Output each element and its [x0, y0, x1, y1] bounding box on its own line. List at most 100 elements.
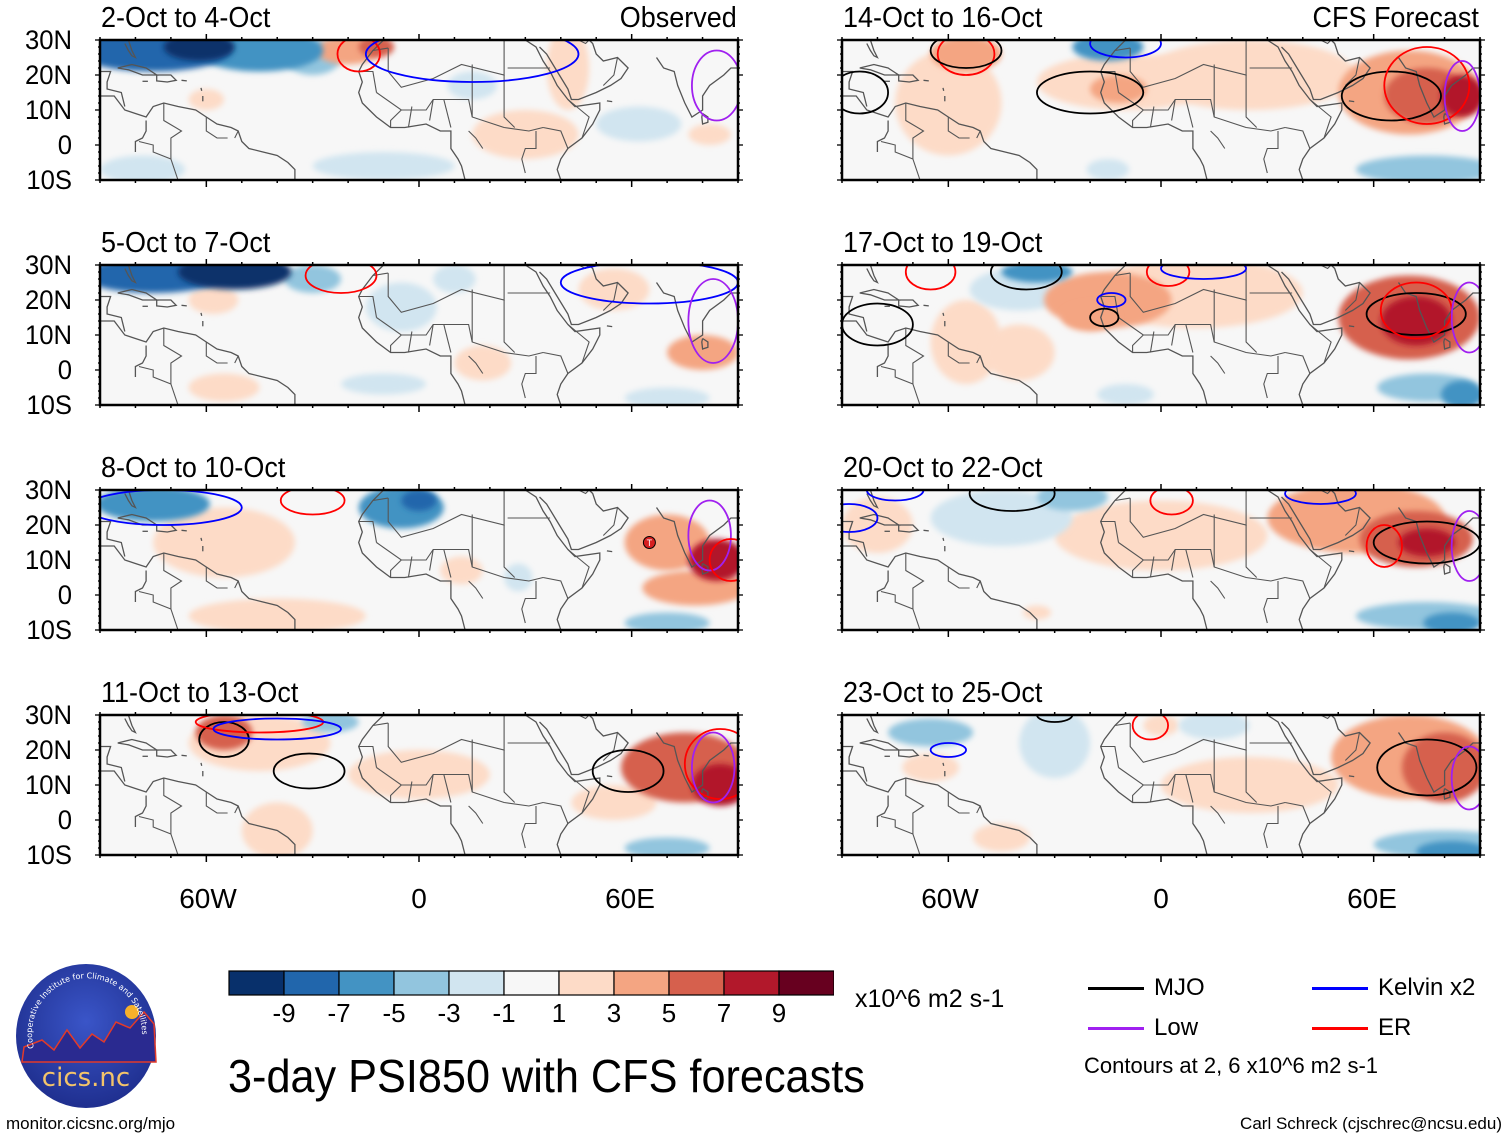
positive-anomaly-region [241, 802, 313, 855]
country-border [443, 99, 452, 128]
coastline [876, 120, 889, 152]
source-url[interactable]: monitor.cicsnc.org/mjo [6, 1114, 176, 1133]
country-border [1118, 767, 1286, 807]
main-title: 3-day PSI850 with CFS forecasts [228, 1050, 865, 1102]
country-border [372, 497, 389, 502]
mjo-contour [968, 490, 1056, 512]
country-border [1100, 520, 1120, 543]
country-border [1210, 580, 1226, 599]
forecast-tag: CFS Forecast [1312, 2, 1479, 34]
country-border [602, 57, 619, 86]
country-border [358, 520, 378, 543]
positive-anomaly-region [1398, 528, 1456, 557]
negative-anomaly-region [624, 837, 710, 855]
negative-anomaly-region [1086, 159, 1130, 180]
er-contour [708, 538, 738, 582]
country-border [429, 774, 434, 796]
map-panel [837, 34, 1485, 187]
country-border [542, 801, 569, 824]
negative-anomaly-region [1441, 380, 1480, 405]
country-border [1284, 351, 1311, 374]
colorbar-swatch [668, 970, 725, 996]
coastline [156, 299, 178, 308]
coastline [1266, 715, 1343, 855]
country-border [1309, 549, 1332, 589]
er-contour [1131, 715, 1169, 741]
coastline [866, 715, 879, 734]
country-border [567, 99, 590, 139]
coastline [842, 320, 1038, 405]
legend-kelvin: Kelvin x2 [1312, 975, 1475, 1001]
country-border [1210, 805, 1226, 824]
country-border [1149, 331, 1155, 353]
coastline [100, 545, 296, 630]
colorbar-tick-label: -3 [437, 998, 461, 1028]
country-border [947, 342, 970, 364]
country-border [163, 103, 183, 159]
negative-anomaly-region [596, 106, 682, 142]
mjo-contour [1036, 70, 1145, 115]
country-border [429, 549, 434, 571]
negative-anomaly-region [1019, 715, 1091, 778]
positive-anomaly-region [188, 598, 366, 630]
country-border [372, 47, 389, 52]
country-border [372, 272, 389, 277]
coastline [200, 537, 203, 541]
country-border [468, 580, 484, 599]
country-border [976, 355, 981, 364]
positive-anomaly-region [973, 823, 1030, 852]
country-border [1245, 75, 1258, 128]
positive-anomaly-region [358, 40, 395, 58]
coastline [1443, 787, 1451, 800]
coastline [842, 70, 868, 107]
panel-title: 11-Oct to 13-Oct [101, 677, 299, 709]
colorbar-swatch [613, 970, 670, 996]
mjo-contour [1376, 738, 1478, 797]
country-border [521, 806, 537, 849]
lon-tick-label: 60W [179, 883, 237, 914]
country-border [1114, 272, 1131, 277]
coastline [655, 732, 738, 793]
lat-tick-label: 10N [24, 545, 72, 575]
country-border [1171, 99, 1176, 121]
country-border [912, 833, 921, 855]
country-border [1185, 324, 1194, 353]
country-border [1149, 781, 1155, 803]
country-border [542, 351, 569, 374]
coastline [1281, 40, 1371, 101]
country-border [976, 580, 981, 589]
positive-anomaly-region [188, 286, 239, 314]
country-border [138, 365, 172, 385]
coastline [524, 40, 601, 180]
country-border [1263, 581, 1279, 624]
kelvin-x2-contour [929, 742, 967, 758]
lat-tick-label: 30N [24, 700, 72, 730]
negative-anomaly-region [1097, 384, 1154, 405]
kelvin-x2-contour [100, 490, 243, 526]
country-border [234, 130, 239, 139]
country-border [205, 567, 228, 589]
coastline [124, 265, 137, 284]
coastline [842, 95, 1038, 180]
lon-tick-label: 60E [1347, 883, 1397, 914]
positive-anomaly-region [1161, 757, 1339, 813]
country-border [1284, 126, 1311, 149]
country-border [602, 507, 619, 536]
coastline [701, 562, 709, 575]
country-border [905, 103, 925, 159]
panel-title: 17-Oct to 19-Oct [843, 227, 1043, 259]
negative-anomaly-region [284, 265, 342, 293]
mjo-contour [929, 40, 1003, 69]
kelvin-line-swatch [1312, 987, 1368, 991]
colorbar-swatch [448, 970, 505, 996]
country-border [1245, 300, 1258, 353]
country-border [1114, 722, 1131, 727]
colorbar [228, 970, 834, 996]
mjo-line-swatch [1088, 987, 1144, 991]
map-panel [95, 259, 743, 412]
country-border [1114, 47, 1131, 52]
country-border [468, 355, 484, 374]
coastline [1348, 775, 1355, 778]
positive-anomaly-region [983, 324, 1055, 381]
coastline [1348, 325, 1355, 328]
